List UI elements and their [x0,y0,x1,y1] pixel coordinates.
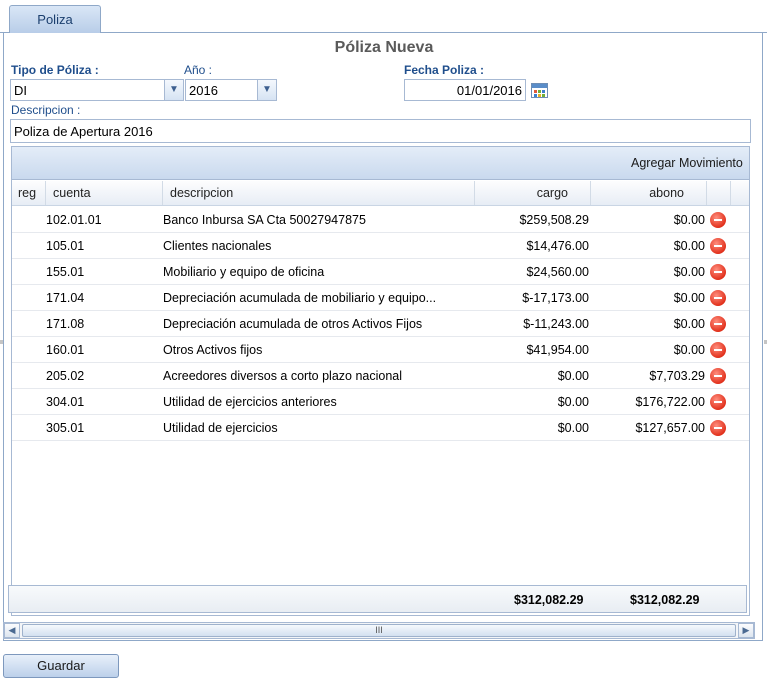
grid-header: reg cuenta descripcion cargo abono [12,181,749,206]
cell-cargo: $24,560.00 [526,265,589,279]
tab-strip: Poliza [0,0,767,33]
table-row[interactable]: 305.01 Utilidad de ejercicios $0.00 $127,65… [12,415,749,441]
cell-cargo: $259,508.29 [519,213,589,227]
cell-cuenta: 160.01 [46,343,85,357]
delete-row-icon[interactable] [710,420,726,436]
table-row[interactable]: 171.04 Depreciación acumulada de mobiliar… [12,285,749,311]
column-header-reg[interactable]: reg [12,181,46,205]
grid-toolbar: Agregar Movimiento [12,147,749,180]
cell-descripcion: Banco Inbursa SA Cta 50027947875 [163,213,366,227]
delete-row-icon[interactable] [710,342,726,358]
delete-row-icon[interactable] [710,264,726,280]
cell-cargo: $14,476.00 [526,239,589,253]
delete-row-icon[interactable] [710,316,726,332]
delete-row-icon[interactable] [710,394,726,410]
delete-row-icon[interactable] [710,238,726,254]
grid-totals-row: $312,082.29 $312,082.29 [8,585,747,613]
delete-row-icon[interactable] [710,212,726,228]
cell-abono: $0.00 [673,343,705,357]
descripcion-label: Descripcion : [11,103,81,117]
cell-cargo: $-17,173.00 [522,291,589,305]
cell-descripcion: Clientes nacionales [163,239,272,253]
cell-cuenta: 155.01 [46,265,85,279]
horizontal-scrollbar[interactable]: ◀ III ▶ [3,622,755,639]
scroll-right-icon[interactable]: ▶ [738,623,754,638]
fecha-poliza-label: Fecha Poliza : [404,63,485,77]
tipo-poliza-select[interactable]: DI ▼ [10,79,184,101]
cell-cuenta: 205.02 [46,369,85,383]
delete-row-icon[interactable] [710,290,726,306]
total-abono: $312,082.29 [630,593,700,607]
delete-row-icon[interactable] [710,368,726,384]
cell-cuenta: 171.04 [46,291,85,305]
table-row[interactable]: 304.01 Utilidad de ejercicios anteriores $… [12,389,749,415]
tipo-poliza-label: Tipo de Póliza : [11,63,99,77]
agregar-movimiento-button[interactable]: Agregar Movimiento [631,156,743,170]
page-title: Póliza Nueva [334,39,434,56]
cell-cargo: $41,954.00 [526,343,589,357]
cell-abono: $0.00 [673,317,705,331]
cell-abono: $176,722.00 [635,395,705,409]
left-edge-marker [0,340,3,344]
cell-abono: $7,703.29 [649,369,705,383]
cell-cargo: $0.00 [557,421,589,435]
calendar-icon[interactable] [531,83,548,98]
cell-cuenta: 102.01.01 [46,213,102,227]
column-header-descripcion[interactable]: descripcion [163,181,475,205]
cell-cuenta: 305.01 [46,421,85,435]
column-header-cargo[interactable]: cargo [475,181,591,205]
cell-abono: $0.00 [673,239,705,253]
cell-abono: $0.00 [673,265,705,279]
guardar-button[interactable]: Guardar [3,654,119,678]
cell-cargo: $-11,243.00 [523,317,589,331]
total-cargo: $312,082.29 [514,593,584,607]
table-row[interactable]: 155.01 Mobiliario y equipo de oficina $24,… [12,259,749,285]
fecha-poliza-input[interactable]: 01/01/2016 [404,79,526,101]
movimientos-grid: Agregar Movimiento reg cuenta descripcio… [11,146,750,616]
cell-abono: $127,657.00 [635,421,705,435]
cell-cargo: $0.00 [557,395,589,409]
right-edge-marker [764,340,767,344]
cell-cuenta: 304.01 [46,395,85,409]
cell-descripcion: Utilidad de ejercicios [163,421,278,435]
cell-descripcion: Mobiliario y equipo de oficina [163,265,325,279]
chevron-down-icon[interactable]: ▼ [257,80,276,100]
cell-descripcion: Utilidad de ejercicios anteriores [163,395,337,409]
cell-descripcion: Otros Activos fijos [163,343,263,357]
table-row[interactable]: 105.01 Clientes nacionales $14,476.00 $0.00 [12,233,749,259]
cell-cuenta: 105.01 [46,239,85,253]
anio-value: 2016 [189,83,218,98]
tab-poliza[interactable]: Poliza [9,5,101,33]
chevron-down-icon[interactable]: ▼ [164,80,183,100]
cell-cuenta: 171.08 [46,317,85,331]
cell-descripcion: Depreciación acumulada de mobiliario y e… [163,291,437,305]
table-row[interactable]: 160.01 Otros Activos fijos $41,954.00 $0.00 [12,337,749,363]
anio-label: Año : [184,63,213,77]
cell-cargo: $0.00 [557,369,589,383]
column-header-cuenta[interactable]: cuenta [46,181,163,205]
tipo-poliza-value: DI [14,83,27,98]
descripcion-value: Poliza de Apertura 2016 [14,124,153,139]
table-row[interactable]: 102.01.01 Banco Inbursa SA Cta 5002794787… [12,207,749,233]
cell-abono: $0.00 [673,291,705,305]
scroll-left-icon[interactable]: ◀ [4,623,20,638]
cell-descripcion: Depreciación acumulada de otros Activos … [163,317,423,331]
column-header-abono[interactable]: abono [591,181,707,205]
table-row[interactable]: 205.02 Acreedores diversos a corto plazo … [12,363,749,389]
table-row[interactable]: 171.08 Depreciación acumulada de otros Ac… [12,311,749,337]
column-header-actions [707,181,731,205]
cell-abono: $0.00 [673,213,705,227]
anio-select[interactable]: 2016 ▼ [185,79,277,101]
cell-descripcion: Acreedores diversos a corto plazo nacion… [163,369,403,383]
fecha-poliza-value: 01/01/2016 [456,83,522,98]
poliza-form-panel: Póliza Nueva Tipo de Póliza : DI ▼ Año :… [3,33,763,641]
scrollbar-thumb[interactable]: III [22,624,736,637]
descripcion-input[interactable]: Poliza de Apertura 2016 [10,119,751,143]
